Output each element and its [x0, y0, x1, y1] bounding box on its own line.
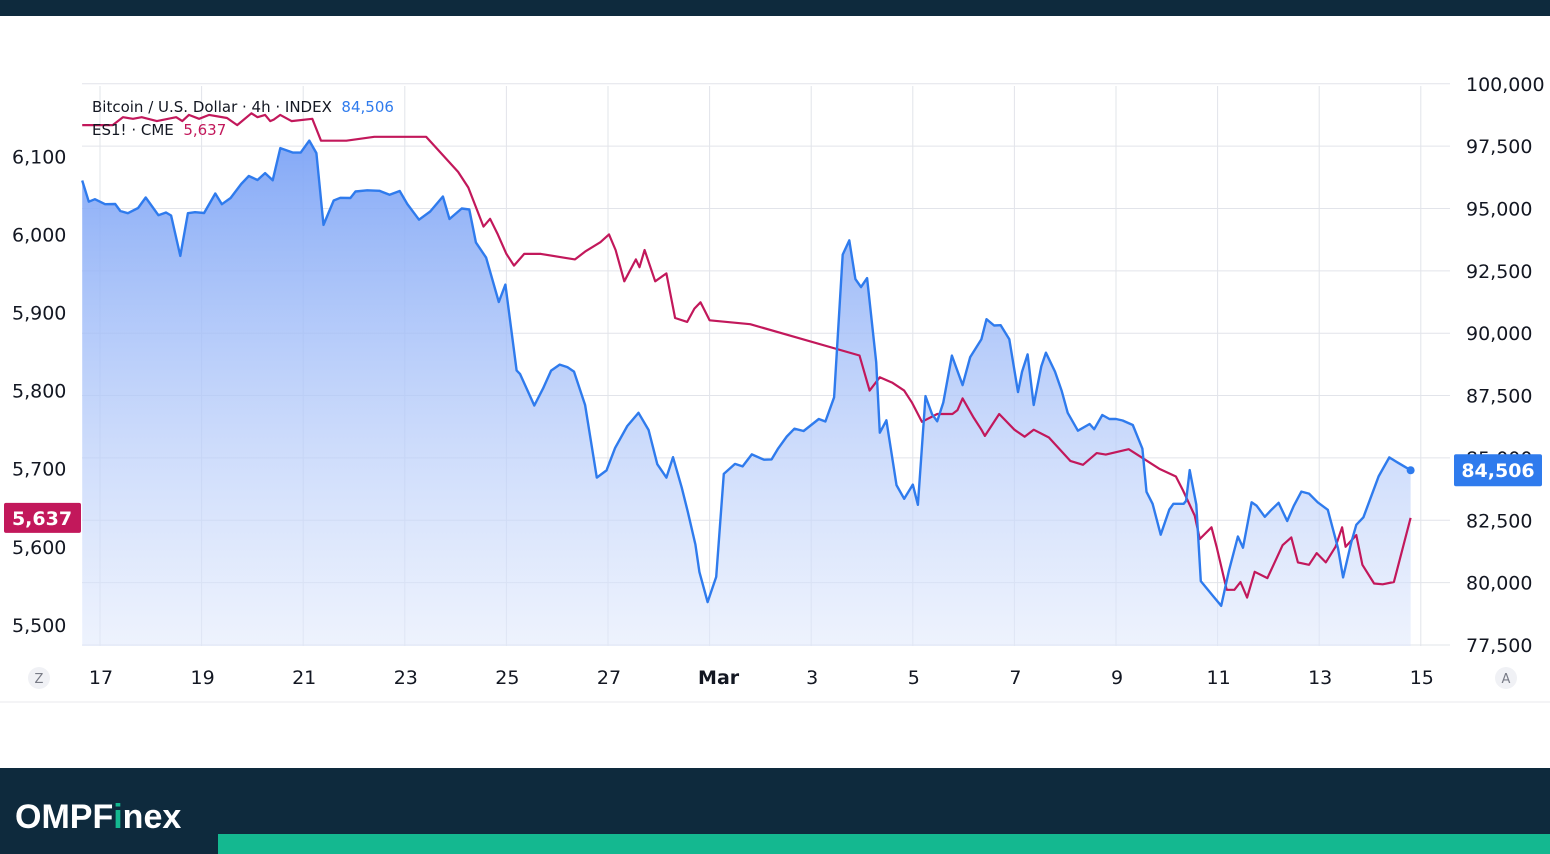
legend-es-label: ES1! · CME	[92, 121, 174, 139]
x-tick-label: 11	[1207, 667, 1231, 689]
bitcoin-line	[81, 139, 1412, 607]
left-tick-label: 5,600	[12, 537, 66, 559]
right-tick-label: 90,000	[1466, 323, 1532, 345]
left-tick-label: 5,500	[12, 615, 66, 637]
left-tick-label: 5,700	[12, 459, 66, 481]
x-tick-label: 27	[597, 667, 621, 689]
left-corner-label: Z	[35, 672, 44, 687]
legend-es-value: 5,637	[183, 121, 227, 139]
axes: 17 19 21 23 25 27 Mar 3 5 7 9 11 13 15 100,000 97,500 95…	[0, 74, 1550, 703]
right-tick-label: 95,000	[1466, 198, 1532, 220]
x-tick-label: 5	[908, 667, 920, 689]
right-tick-label: 92,500	[1466, 261, 1532, 283]
top-bar	[0, 0, 1550, 16]
x-tick-label: 19	[191, 667, 215, 689]
left-tick-label: 6,000	[12, 224, 66, 246]
brand-logo: OMPFinex	[15, 798, 181, 837]
price-chart[interactable]: 17 19 21 23 25 27 Mar 3 5 7 9 11 13 15 100,000 97,500 95…	[0, 16, 1550, 768]
right-price-badge-text: 84,506	[1461, 460, 1534, 482]
x-tick-label: 13	[1308, 667, 1332, 689]
bitcoin-area	[82, 140, 1411, 646]
right-corner-button	[1495, 667, 1517, 689]
chart-area[interactable]: 17 19 21 23 25 27 Mar 3 5 7 9 11 13 15 100,000 97,500 95…	[0, 16, 1550, 768]
grid-lines	[82, 83, 1450, 646]
x-tick-label: Mar	[698, 667, 740, 689]
right-corner-label: A	[1502, 672, 1511, 687]
x-tick-label: 17	[89, 667, 113, 689]
legend-bitcoin[interactable]: Bitcoin / U.S. Dollar · 4h · INDEX 84,50…	[92, 96, 394, 119]
price-badges: 5,637 84,506	[4, 454, 1542, 533]
right-tick-label: 100,000	[1466, 74, 1545, 96]
x-tick-label: 25	[495, 667, 519, 689]
left-tick-label: 5,900	[12, 302, 66, 324]
x-tick-label: 3	[806, 667, 818, 689]
chart-legend[interactable]: Bitcoin / U.S. Dollar · 4h · INDEX 84,50…	[92, 96, 394, 142]
left-corner-button	[28, 667, 50, 689]
right-tick-label: 82,500	[1466, 510, 1532, 532]
legend-bitcoin-value: 84,506	[341, 98, 394, 116]
bitcoin-series	[81, 139, 1415, 607]
left-price-badge-text: 5,637	[12, 508, 72, 530]
right-price-badge	[1454, 454, 1542, 487]
bitcoin-last-point	[1406, 466, 1415, 475]
left-tick-label: 5,800	[12, 381, 66, 403]
right-tick-label: 77,500	[1466, 635, 1532, 657]
brand-text-end: nex	[122, 798, 182, 836]
left-price-badge	[4, 502, 81, 533]
brand-text-i: i	[113, 798, 123, 836]
legend-bitcoin-label: Bitcoin / U.S. Dollar · 4h · INDEX	[92, 98, 332, 116]
footer-accent-stripe	[218, 834, 1550, 854]
footer-bar: OMPFinex	[0, 768, 1550, 854]
es-line	[82, 112, 1412, 599]
right-tick-label: 97,500	[1466, 136, 1532, 158]
x-tick-label: 21	[292, 667, 316, 689]
bitcoin-area-fill	[82, 140, 1411, 646]
x-tick-label: 15	[1410, 667, 1434, 689]
left-tick-label: 6,100	[12, 146, 66, 168]
right-tick-label: 87,500	[1466, 386, 1532, 408]
brand-text-start: OMPF	[15, 798, 114, 836]
legend-es[interactable]: ES1! · CME 5,637	[92, 119, 394, 142]
x-tick-label: 23	[394, 667, 418, 689]
es-series	[82, 112, 1412, 599]
x-tick-label: 7	[1009, 667, 1021, 689]
x-tick-label: 9	[1111, 667, 1123, 689]
right-tick-label: 80,000	[1466, 573, 1532, 595]
